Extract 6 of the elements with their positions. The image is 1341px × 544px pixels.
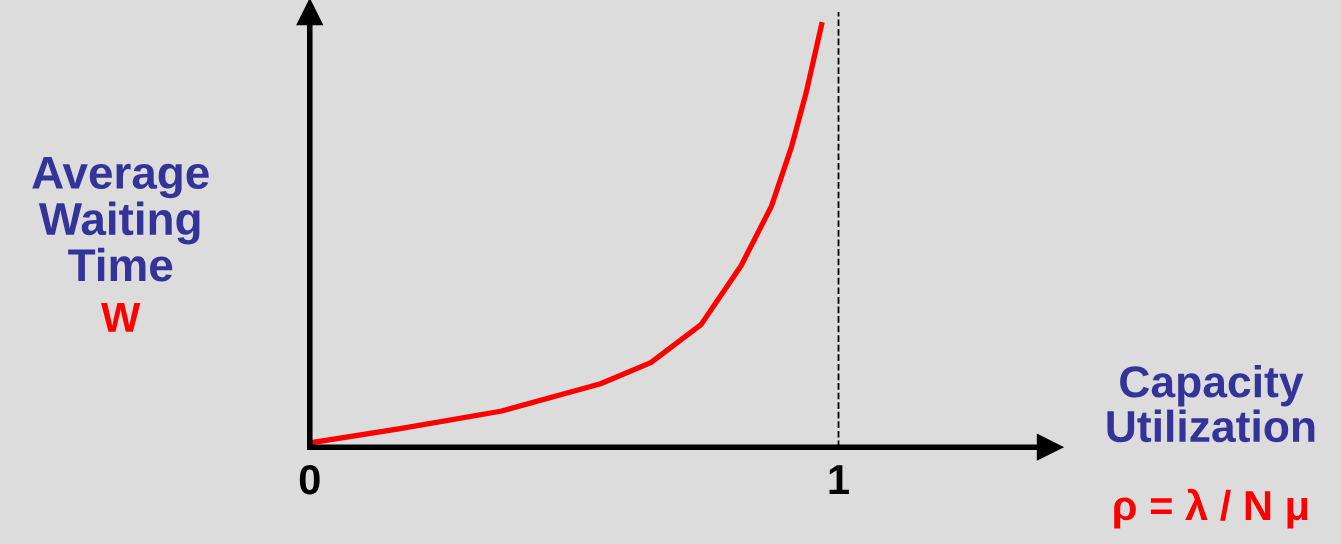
x-axis-title: Capacity Utilization [1107, 364, 1315, 443]
y-axis-title: Average Waiting Time [32, 157, 209, 282]
x-tick-label: 0 [299, 464, 320, 495]
text: ρ = λ / N μ [1114, 488, 1308, 529]
text: W [101, 303, 141, 332]
x-tick-label: 1 [829, 465, 849, 495]
